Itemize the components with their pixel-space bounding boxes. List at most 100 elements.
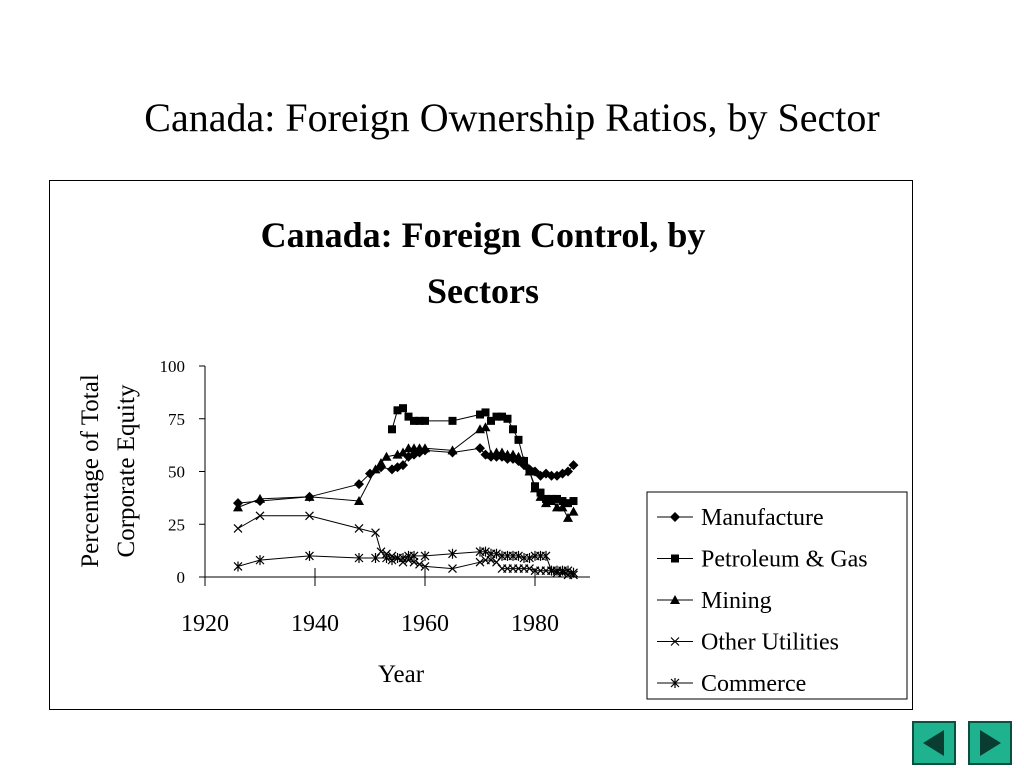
data-point-mining <box>513 451 524 461</box>
data-point-commerce <box>382 553 391 564</box>
data-point-manufacture <box>475 443 485 454</box>
data-point-other-utilities <box>415 559 424 569</box>
data-point-commerce <box>409 550 419 561</box>
data-point-mining <box>535 491 546 501</box>
legend-label: Other Utilities <box>701 630 839 656</box>
data-point-petroleum-gas <box>492 412 501 421</box>
data-point-petroleum-gas <box>553 494 561 503</box>
slide-title: Canada: Foreign Ownership Ratios, by Sec… <box>144 95 880 140</box>
legend-label: Mining <box>701 588 772 614</box>
data-point-other-utilities <box>371 528 380 538</box>
legend-marker-commerce <box>670 678 680 688</box>
data-point-commerce <box>514 550 523 561</box>
data-point-petroleum-gas <box>498 412 506 421</box>
data-point-mining <box>557 502 568 512</box>
chart-title-line: Canada: Foreign Control, by <box>261 215 706 255</box>
data-point-petroleum-gas <box>415 416 424 425</box>
data-point-mining <box>447 445 458 455</box>
data-point-commerce <box>481 546 490 557</box>
data-point-other-utilities <box>475 557 485 567</box>
x-tick-label: 1960 <box>401 611 449 637</box>
data-point-commerce <box>448 548 457 559</box>
data-point-manufacture <box>563 466 573 477</box>
y-axis-label-line: Percentage of Total <box>77 374 104 568</box>
data-point-mining <box>480 422 491 432</box>
y-tick-label: 100 <box>160 357 186 376</box>
data-point-other-utilities <box>420 562 430 571</box>
data-point-mining <box>381 451 392 461</box>
y-tick-label: 25 <box>168 515 185 534</box>
x-tick-label: 1980 <box>511 611 559 637</box>
series-line-mining <box>237 426 574 519</box>
data-point-mining <box>546 496 557 506</box>
data-point-mining <box>519 455 529 465</box>
legend-label: Commerce <box>701 671 806 697</box>
data-point-petroleum-gas <box>476 410 484 419</box>
data-point-mining <box>508 449 518 459</box>
data-point-petroleum-gas <box>503 414 512 423</box>
legend-label: Petroleum & Gas <box>701 547 868 573</box>
data-point-other-utilities <box>525 564 534 573</box>
legend-marker-petroleum-gas <box>671 554 679 563</box>
series-line-other-utilities <box>237 515 574 576</box>
x-tick-label: 1940 <box>291 611 339 637</box>
data-point-mining <box>563 512 573 522</box>
data-point-manufacture <box>546 470 557 481</box>
data-point-commerce <box>525 553 534 564</box>
data-point-mining <box>398 447 408 457</box>
data-point-mining <box>568 506 579 516</box>
data-point-commerce <box>492 548 501 559</box>
data-point-mining <box>497 447 507 457</box>
legend-box <box>646 491 908 700</box>
data-point-other-utilities <box>305 511 314 521</box>
data-point-commerce <box>563 565 573 576</box>
data-point-petroleum-gas <box>569 497 578 506</box>
data-point-mining <box>530 483 540 493</box>
data-point-petroleum-gas <box>514 435 523 444</box>
data-point-manufacture <box>398 460 408 471</box>
data-point-mining <box>304 491 315 501</box>
foreign-control-chart: Canada: Foreign Control, by Sectors Percen… <box>77 215 908 700</box>
data-point-mining <box>376 458 386 468</box>
data-point-commerce <box>387 555 397 566</box>
chart-frame: Canada: Foreign Control, by Sectors Percen… <box>49 180 913 710</box>
x-axis-label: Year <box>378 661 425 688</box>
data-point-mining <box>524 466 535 476</box>
data-point-petroleum-gas <box>399 404 407 413</box>
data-point-mining <box>420 443 430 453</box>
data-point-petroleum-gas <box>558 497 567 506</box>
data-point-other-utilities <box>448 564 457 573</box>
data-point-commerce <box>420 550 430 561</box>
data-point-mining <box>255 493 265 503</box>
legend-marker-mining <box>670 595 680 604</box>
data-point-petroleum-gas <box>421 416 429 425</box>
next-slide-button[interactable] <box>968 721 1012 765</box>
data-point-petroleum-gas <box>404 412 413 421</box>
triangle-left-icon <box>923 730 944 756</box>
data-point-manufacture <box>568 460 579 471</box>
legend-marker-manufacture <box>670 512 680 522</box>
y-tick-label: 75 <box>168 410 185 429</box>
data-point-other-utilities <box>255 511 265 521</box>
previous-slide-button[interactable] <box>912 721 956 765</box>
data-point-mining <box>233 502 243 512</box>
data-point-commerce <box>354 553 364 564</box>
data-point-mining <box>354 496 364 506</box>
data-point-commerce <box>541 550 551 561</box>
data-point-petroleum-gas <box>393 406 402 415</box>
y-tick-label: 50 <box>168 463 185 482</box>
data-point-petroleum-gas <box>487 416 495 425</box>
data-point-other-utilities <box>233 524 243 533</box>
data-point-commerce <box>371 553 380 564</box>
data-point-other-utilities <box>354 524 364 533</box>
data-point-mining <box>370 464 381 474</box>
data-point-petroleum-gas <box>509 425 517 434</box>
x-tick-label: 1920 <box>181 611 229 637</box>
legend-label: Manufacture <box>701 505 824 531</box>
data-point-commerce <box>398 553 408 564</box>
y-axis-label-line: Corporate Equity <box>113 384 140 557</box>
triangle-right-icon <box>980 730 1001 756</box>
data-point-petroleum-gas <box>564 499 572 508</box>
data-point-petroleum-gas <box>481 408 490 417</box>
data-point-petroleum-gas <box>448 416 457 425</box>
